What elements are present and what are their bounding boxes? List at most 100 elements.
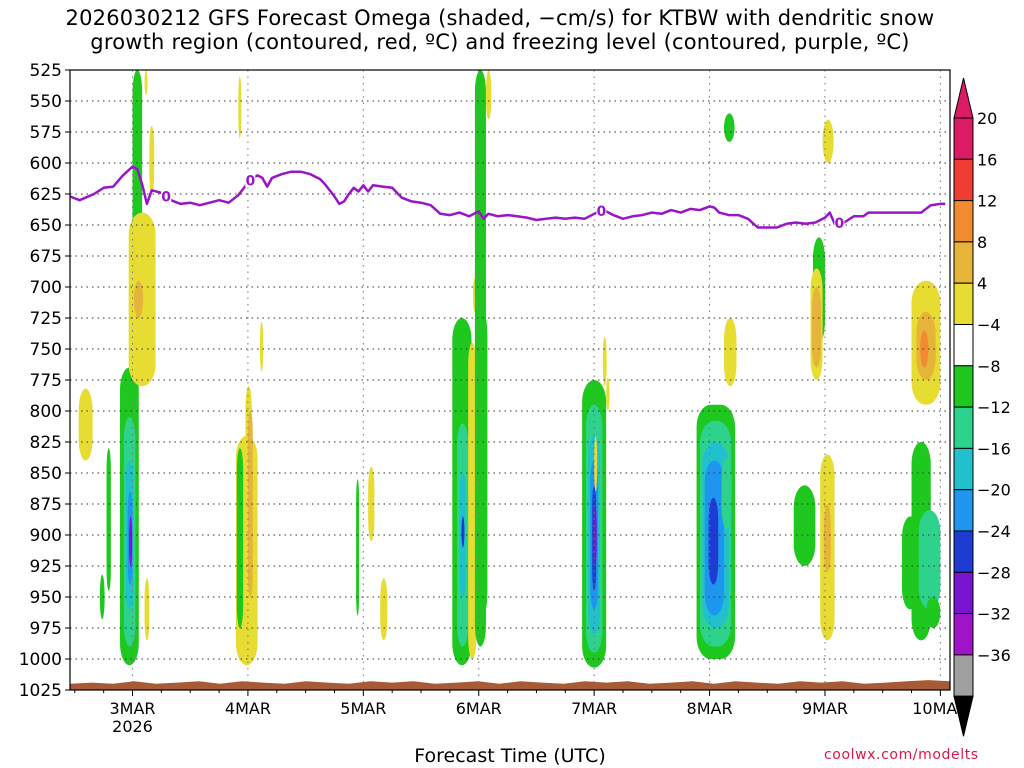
colorbar-label-10: −24 (977, 522, 1011, 541)
x-axis-label: Forecast Time (UTC) (414, 745, 606, 767)
y-tick-label-10: 775 (30, 371, 62, 391)
freezing-level-label-0: 0 (161, 189, 171, 205)
omega-region-48 (723, 113, 735, 142)
y-tick-label-6: 675 (30, 247, 62, 267)
colorbar-bin-9 (953, 489, 974, 532)
colorbar-label-9: −20 (977, 481, 1011, 500)
colorbar-bin-5 (953, 324, 974, 367)
y-tick-label-0: 525 (30, 61, 62, 81)
omega-region-47 (723, 318, 737, 387)
omega-region-18 (259, 321, 264, 372)
colorbar-label-7: −12 (977, 398, 1011, 417)
y-tick-label-15: 900 (30, 526, 62, 546)
y-tick-label-1: 550 (30, 92, 62, 112)
omega-region-52 (811, 287, 822, 368)
x-tick-label-2: 5MAR (340, 699, 386, 718)
colorbar-label-12: −32 (977, 605, 1011, 624)
freezing-label-bg-1 (245, 172, 256, 188)
colorbar-bin-0 (953, 117, 974, 160)
freezing-label-bg-3 (834, 215, 845, 231)
x-tick-sublabel-0: 2026 (112, 717, 153, 736)
y-tick-label-4: 625 (30, 185, 62, 205)
omega-region-27 (468, 342, 477, 659)
chart-title: 2026030212 GFS Forecast Omega (shaded, −… (0, 6, 1000, 54)
freezing-level-label-2: 0 (596, 204, 606, 220)
y-tick-label-11: 800 (30, 402, 62, 422)
omega-region-17 (236, 448, 244, 628)
x-tick-label-3: 6MAR (456, 699, 502, 718)
y-tick-label-12: 825 (30, 433, 62, 453)
omega-region-40 (606, 377, 610, 411)
colorbar-bin-3 (953, 241, 974, 284)
omega-region-19 (238, 76, 242, 139)
source-credit[interactable]: coolwx.com/modelts (824, 747, 979, 763)
x-tick-label-0: 3MAR (109, 699, 155, 718)
colorbar-bin-8 (953, 447, 974, 491)
omega-region-12 (149, 125, 155, 194)
y-tick-label-20: 1025 (19, 681, 62, 701)
x-tick-label-6: 9MAR (802, 699, 848, 718)
colorbar-bin-7 (953, 406, 974, 449)
colorbar-label-8: −16 (977, 439, 1011, 458)
colorbar-label-0: 20 (977, 109, 997, 128)
y-tick-label-8: 725 (30, 309, 62, 329)
freezing-level-label-3: 0 (835, 216, 845, 232)
colorbar-bin-6 (953, 365, 974, 408)
omega-region-53 (822, 119, 834, 163)
y-tick-label-9: 750 (30, 340, 62, 360)
freezing-level-label-1: 0 (245, 173, 255, 189)
omega-region-38 (594, 435, 598, 492)
omega-region-30 (483, 318, 488, 610)
colorbar-bin-2 (953, 200, 974, 243)
y-tick-label-13: 850 (30, 464, 62, 484)
omega-region-29 (474, 70, 486, 647)
y-tick-label-16: 925 (30, 557, 62, 577)
freezing-level-layer: 0 0 0 0 (69, 165, 946, 232)
omega-shading-layer (78, 70, 941, 668)
y-tick-label-5: 650 (30, 216, 62, 236)
colorbar-label-3: 8 (977, 233, 987, 252)
y-tick-label-3: 600 (30, 154, 62, 174)
freezing-label-bg-0 (161, 188, 172, 204)
colorbar-bin-1 (953, 158, 974, 202)
colorbar-bin-11 (953, 571, 974, 615)
omega-region-49 (793, 485, 816, 566)
y-tick-label-17: 950 (30, 588, 62, 608)
chart-title-line1: 2026030212 GFS Forecast Omega (shaded, −… (65, 6, 935, 30)
x-tick-label-7: 10MAR (912, 699, 968, 718)
grid-layer (70, 69, 950, 691)
colorbar-top-arrow (953, 77, 974, 119)
omega-region-13 (144, 578, 150, 641)
y-tick-label-14: 875 (30, 495, 62, 515)
colorbar-bin-10 (953, 530, 974, 573)
omega-region-2 (106, 448, 111, 591)
colorbar-label-13: −36 (977, 646, 1011, 665)
y-tick-label-7: 700 (30, 278, 62, 298)
omega-region-55 (824, 504, 831, 573)
freezing-level-line (69, 165, 946, 229)
omega-region-22 (380, 578, 388, 641)
omega-region-21 (368, 466, 375, 542)
omega-region-0 (78, 388, 93, 461)
colorbar-label-2: 12 (977, 192, 997, 211)
x-tick-label-5: 8MAR (687, 699, 733, 718)
y-tick-label-19: 1000 (19, 650, 62, 670)
colorbar-label-4: 4 (977, 274, 987, 293)
omega-region-45 (708, 497, 719, 585)
omega-region-58 (918, 510, 941, 610)
terrain-surface (70, 680, 950, 690)
omega-region-62 (920, 330, 929, 368)
omega-region-16 (247, 411, 253, 597)
colorbar: 20 16 12 8 4 −4 −8 −12 −16 −20 −24 −28 −32 −36 (953, 77, 1011, 737)
omega-region-7 (129, 516, 133, 566)
chart-title-line2: growth region (contoured, red, ºC) and f… (90, 30, 910, 54)
omega-region-39 (602, 336, 607, 387)
y-tick-label-2: 575 (30, 123, 62, 143)
colorbar-bin-13 (953, 654, 974, 697)
x-tick-label-4: 7MAR (571, 699, 617, 718)
omega-region-11 (133, 280, 144, 318)
omega-region-59 (925, 597, 941, 628)
omega-region-1 (99, 574, 105, 620)
colorbar-bin-4 (953, 282, 974, 326)
